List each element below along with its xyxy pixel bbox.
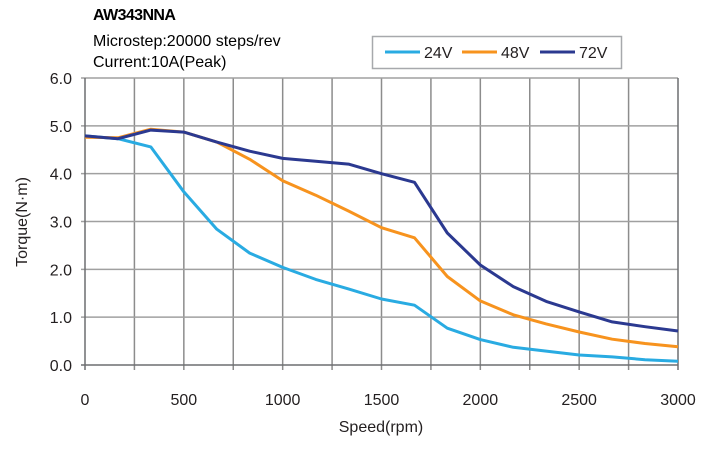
x-axis-label: Speed(rpm) (339, 419, 423, 436)
x-tick-label: 1500 (364, 392, 400, 409)
chart-subtitle-microstep: Microstep:20000 steps/rev (93, 33, 281, 50)
series-line-72v (84, 128, 679, 333)
legend-item-48v: 48V (462, 45, 530, 62)
series-lines (84, 127, 679, 363)
y-tick-label: 0.0 (50, 358, 72, 375)
y-axis-label: Torque(N·m) (14, 177, 31, 267)
x-tick-label: 3000 (660, 392, 696, 409)
y-tick-label: 6.0 (50, 71, 72, 88)
legend: 24V 48V 72V (371, 35, 623, 70)
legend-label: 72V (579, 45, 608, 62)
y-tick-label: 4.0 (50, 167, 72, 184)
series-line-24v (84, 134, 679, 363)
legend-item-72v: 72V (540, 45, 608, 62)
grid (81, 77, 678, 370)
x-tick-label: 500 (170, 392, 197, 409)
chart-title: AW343NNA (93, 7, 176, 24)
y-tick-label: 3.0 (50, 215, 72, 232)
x-axis-ticks: 0 500 1000 1500 2000 2500 3000 (81, 392, 696, 409)
x-tick-label: 2000 (463, 392, 499, 409)
legend-label: 48V (501, 45, 530, 62)
y-axis-ticks: 0.0 1.0 2.0 3.0 4.0 5.0 6.0 (50, 71, 72, 375)
chart-subtitle-current: Current:10A(Peak) (93, 54, 226, 71)
legend-label: 24V (424, 45, 453, 62)
y-tick-label: 1.0 (50, 310, 72, 327)
y-tick-label: 5.0 (50, 119, 72, 136)
x-tick-label: 2500 (561, 392, 597, 409)
x-tick-label: 0 (81, 392, 90, 409)
x-tick-label: 1000 (265, 392, 301, 409)
y-tick-label: 2.0 (50, 262, 72, 279)
axes (81, 78, 679, 370)
legend-item-24v: 24V (385, 45, 453, 62)
